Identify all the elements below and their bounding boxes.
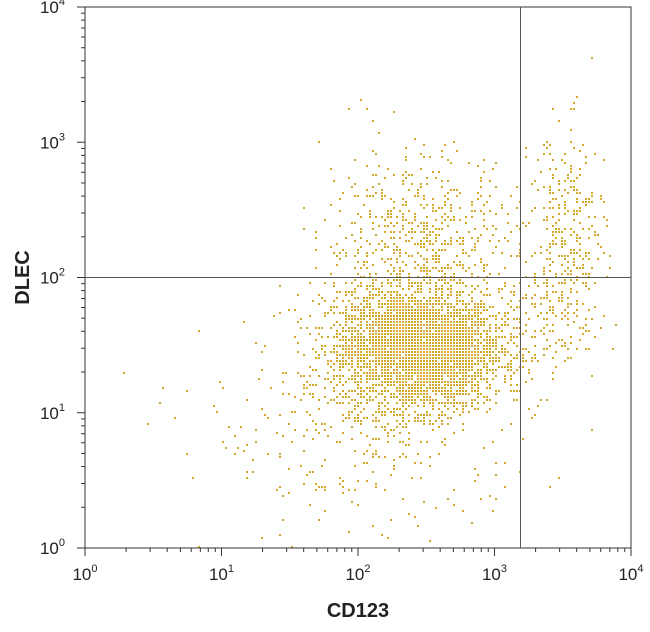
y-tick-label: 104 xyxy=(40,0,65,17)
event-dot xyxy=(123,57,617,548)
y-tick-label: 100 xyxy=(40,537,65,558)
y-axis-ticks: 100 101 102 103 104 xyxy=(40,0,85,558)
y-tick-label: 102 xyxy=(40,267,65,288)
y-tick-label: 103 xyxy=(40,131,65,152)
event-dots xyxy=(123,57,617,548)
x-axis-ticks: 100 101 102 103 104 xyxy=(72,548,644,584)
y-tick-label: 101 xyxy=(40,402,65,423)
x-tick-label: 101 xyxy=(209,563,234,584)
x-tick-label: 103 xyxy=(482,563,507,584)
x-axis-title: CD123 xyxy=(327,600,389,622)
y-axis-title: DLEC xyxy=(12,250,34,304)
x-tick-label: 102 xyxy=(345,563,370,584)
x-tick-label: 100 xyxy=(72,563,97,584)
x-tick-label: 104 xyxy=(618,563,643,584)
